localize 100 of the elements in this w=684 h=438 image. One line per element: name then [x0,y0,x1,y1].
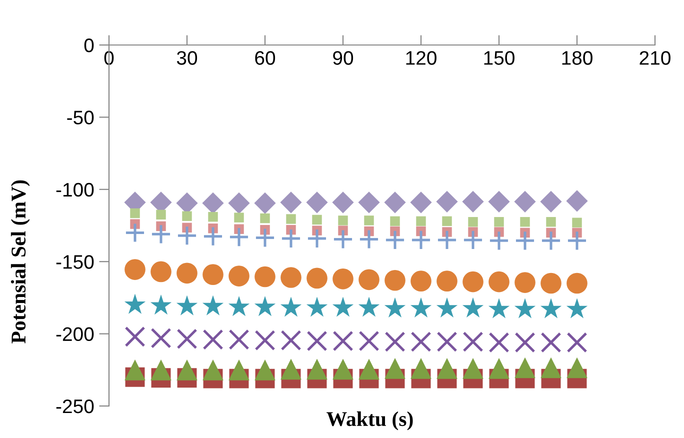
point [436,270,458,292]
point [514,357,536,378]
point [228,192,250,214]
point [306,358,328,380]
point [124,326,146,347]
point [150,261,172,282]
point [514,298,536,318]
point [364,216,374,226]
point [546,217,556,227]
point [202,192,224,214]
point [332,358,354,380]
x-tick-label: 90 [333,51,354,65]
y-tick-label: -150 [56,255,94,269]
point [410,192,432,214]
point [384,270,406,291]
point [358,296,380,317]
point [410,358,432,379]
y-tick-label: -250 [56,399,94,414]
point [280,330,302,351]
point [462,190,484,212]
point [306,296,328,317]
point [514,230,536,251]
point [306,192,328,214]
point [358,330,380,352]
point [384,358,406,379]
point [312,214,322,225]
point [384,230,406,250]
point [540,357,562,378]
point [566,272,588,294]
point [358,358,380,380]
point [124,222,146,243]
point [540,230,562,251]
point [124,359,146,380]
point [384,331,406,352]
x-tick-label: 60 [255,51,276,65]
point [514,272,536,293]
point [286,214,296,224]
point [488,271,510,292]
point [280,358,302,380]
point [150,224,172,244]
point [488,298,510,318]
point [410,297,432,318]
point [358,228,380,250]
x-tick-label: 120 [406,51,436,65]
point [176,262,198,284]
point [358,192,380,214]
point [156,210,166,220]
point [566,332,588,353]
x-tick-label: 210 [640,51,670,65]
point [208,212,218,222]
point [260,213,270,224]
point [176,359,198,380]
point [436,358,458,379]
point [462,230,484,250]
point [514,190,536,212]
point [566,298,588,318]
point [176,328,198,350]
point [442,216,452,226]
point [150,294,172,315]
y-tick-label: -100 [56,182,94,197]
point [280,296,302,317]
point [338,216,348,226]
point [176,225,198,246]
point [254,359,276,380]
point [540,332,562,353]
point [228,226,250,248]
point [384,297,406,318]
point [306,330,328,352]
point [332,228,354,250]
point [332,330,354,352]
point [254,296,276,316]
point [176,295,198,316]
point [572,218,582,228]
point [436,190,458,212]
point [202,264,224,286]
point [254,330,276,351]
point [514,332,536,353]
point [124,259,146,280]
point [228,329,250,350]
point [494,217,504,227]
y-tick-label: -50 [67,110,94,124]
point [566,357,588,378]
point [358,269,380,290]
point [540,190,562,212]
point [130,208,140,218]
point [462,358,484,379]
point [566,230,588,251]
point [254,266,276,288]
point [410,270,432,292]
point [150,359,172,380]
point [332,296,354,317]
point [468,217,478,227]
point [202,295,224,316]
y-tick-label: -200 [56,327,94,342]
point [280,228,302,249]
x-tick-label: 150 [484,51,514,65]
point [228,296,250,316]
y-tick-label: 0 [84,38,94,52]
point [436,331,458,352]
point [234,212,244,222]
